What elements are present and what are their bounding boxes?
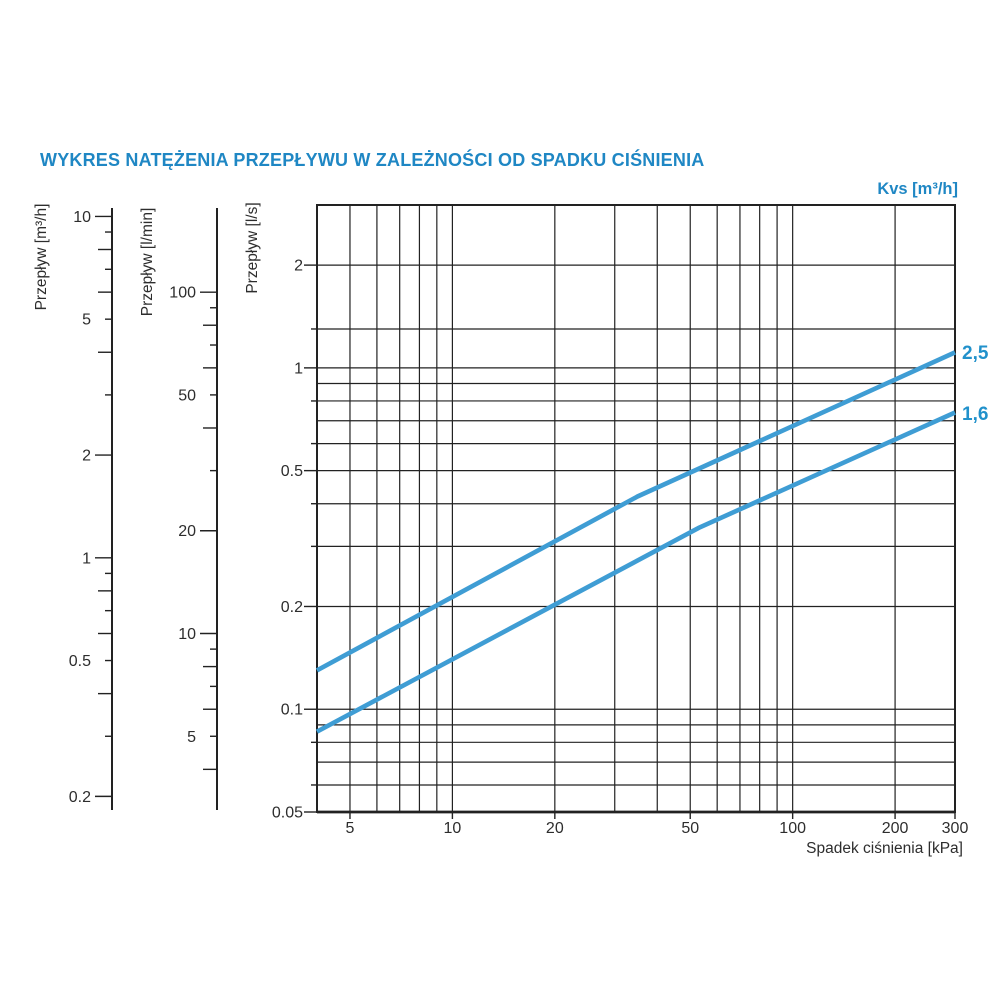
y-axis-title-lmin: Przepływ [l/min]: [139, 208, 156, 317]
y-tick-label-0.5: 0.5: [281, 463, 303, 480]
x-axis-title: Spadek ciśnienia [kPa]: [806, 840, 963, 857]
y-axis-title-m3h: Przepływ [m³/h]: [33, 204, 50, 311]
x-tick-label-100: 100: [779, 820, 806, 837]
y-axis-title-ls: Przepływ [l/s]: [244, 202, 261, 293]
y-tick-label-0.1: 0.1: [281, 702, 303, 719]
scale-tick-label-1-10: 10: [178, 626, 196, 643]
scale-tick-label-0-0.2: 0.2: [69, 789, 91, 806]
scale-tick-label-0-5: 5: [82, 312, 91, 329]
x-tick-label-20: 20: [546, 820, 564, 837]
y-tick-label-0.05: 0.05: [272, 805, 303, 822]
y-tick-label-1: 1: [294, 360, 303, 377]
series-label-kvs-2-5: 2,5: [962, 343, 989, 364]
scale-tick-label-1-100: 100: [169, 285, 196, 302]
kvs-curve-2.5: [315, 350, 956, 673]
x-tick-label-5: 5: [346, 820, 355, 837]
x-tick-label-300: 300: [942, 820, 969, 837]
scale-tick-label-1-50: 50: [178, 387, 196, 404]
scale-tick-label-1-5: 5: [187, 729, 196, 746]
x-tick-label-200: 200: [882, 820, 909, 837]
scale-tick-label-0-2: 2: [82, 448, 91, 465]
scale-tick-label-0-1: 1: [82, 550, 91, 567]
kvs-curve-1.6: [315, 410, 956, 734]
x-tick-label-50: 50: [681, 820, 699, 837]
y-tick-label-2: 2: [294, 258, 303, 275]
x-tick-label-10: 10: [444, 820, 462, 837]
y-tick-label-0.2: 0.2: [281, 599, 303, 616]
scale-tick-label-1-20: 20: [178, 523, 196, 540]
kvs-axis-label: Kvs [m³/h]: [877, 180, 958, 198]
scale-tick-label-0-10: 10: [73, 209, 91, 226]
scale-tick-label-0-0.5: 0.5: [69, 653, 91, 670]
series-label-kvs-1-6: 1,6: [962, 404, 988, 425]
generated-chart-layer: 5 10 20 50 100 200 300 2 1 0.5 0.2 0.1 0.05 10 5 2 1 0.5 0…: [69, 204, 969, 837]
chart-title: WYKRES NATĘŻENIA PRZEPŁYWU W ZALEŻNOŚCI …: [40, 150, 705, 170]
plot-border: [316, 204, 956, 813]
